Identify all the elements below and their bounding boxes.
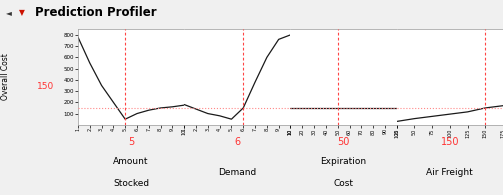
Text: 6: 6	[234, 137, 240, 147]
Text: Cost: Cost	[333, 179, 354, 188]
Text: Overall Cost: Overall Cost	[1, 54, 10, 100]
Text: 150: 150	[37, 82, 54, 91]
Text: 150: 150	[441, 137, 459, 147]
Text: 50: 50	[338, 137, 350, 147]
Text: 5: 5	[128, 137, 134, 147]
Text: Prediction Profiler: Prediction Profiler	[35, 6, 157, 19]
Text: Air Freight: Air Freight	[427, 168, 473, 177]
Text: Amount: Amount	[113, 157, 149, 166]
Text: Demand: Demand	[218, 168, 257, 177]
Text: ◄: ◄	[6, 8, 12, 17]
Text: ▼: ▼	[19, 8, 25, 17]
Text: Stocked: Stocked	[113, 179, 149, 188]
Text: Expiration: Expiration	[320, 157, 367, 166]
